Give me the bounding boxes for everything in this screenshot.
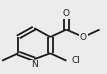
Text: Cl: Cl bbox=[72, 56, 81, 65]
Text: O: O bbox=[63, 9, 70, 18]
Text: O: O bbox=[80, 32, 87, 42]
Text: N: N bbox=[31, 60, 38, 69]
